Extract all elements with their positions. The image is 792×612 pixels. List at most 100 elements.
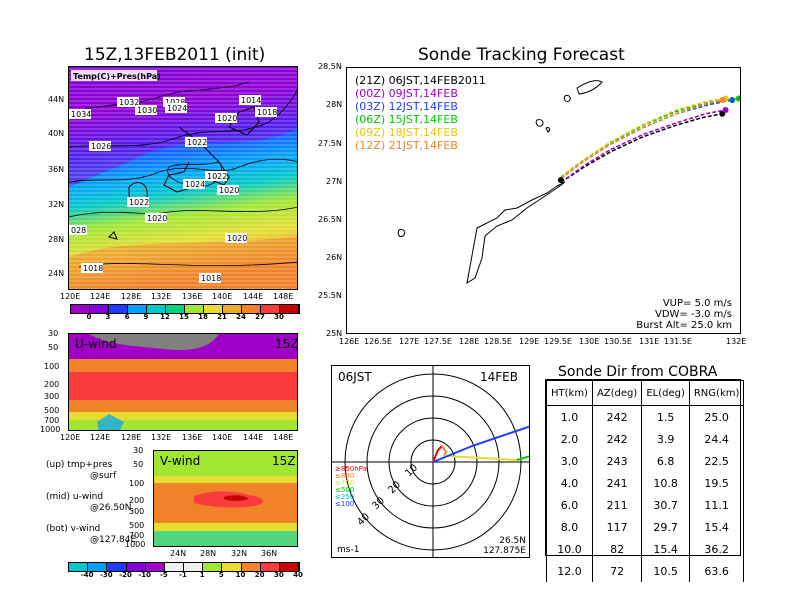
col-header-az: AZ(deg) (591, 380, 643, 406)
lon-tick: 128E (121, 433, 142, 442)
lon-tick: 128.5E (484, 337, 512, 346)
level-legend-entry: ≤250 (335, 493, 355, 501)
track-line (560, 97, 726, 179)
legend-entry: (09Z) 18JST,14FEB (355, 126, 458, 139)
lon-tick: 120E (60, 292, 81, 301)
col-header-el: EL(deg) (641, 380, 690, 406)
note-mid-line2: @26.50N (90, 503, 132, 513)
polar-svg: 10 20 30 40 06JST 14FEB ms-1 26.5N 127.8… (332, 366, 529, 557)
colorbar-swatch (88, 563, 108, 571)
isobar-label: 1024 (167, 104, 187, 113)
lon-tick: 129E (519, 337, 540, 346)
isobar-label: 1030 (137, 106, 157, 115)
lat-tick: 28N (326, 100, 343, 109)
colorbar-swatch (185, 305, 204, 313)
p-tick: 500 (44, 406, 60, 415)
table-cell: 211 (591, 494, 643, 516)
isobar-label: 1020 (219, 186, 239, 195)
table-cell: 10.5 (641, 560, 690, 582)
table-cell: 241 (591, 472, 643, 494)
track-endpoint (735, 95, 740, 102)
lon-tick: 132E (151, 433, 172, 442)
table-cell: 29.7 (641, 516, 690, 538)
vwind-panel: V-wind 15Z (153, 450, 298, 547)
p-tick: 300 (44, 392, 60, 401)
col-header-ht: HT(km) (546, 380, 593, 406)
note-bot-line1: (bot) v-wind (46, 524, 101, 534)
colorbar-swatch (128, 305, 147, 313)
isobar-label: 1022 (129, 198, 149, 207)
colorbar-swatch (260, 563, 280, 571)
table-cell: 11.1 (688, 494, 745, 516)
table-cell: 24.4 (688, 428, 745, 450)
lon-tick: 140E (212, 292, 233, 301)
colorbar-swatch (166, 305, 185, 313)
lat-tick: 27.5N (318, 139, 342, 148)
p-tick: 50 (133, 460, 144, 469)
map-title: 15Z,13FEB2011 (init) (84, 45, 266, 65)
lat-tick: 24N (48, 269, 65, 278)
legend-entry: (03Z) 12JST,14FEB (355, 100, 458, 113)
colorbar-swatch (203, 563, 223, 571)
polar-lat: 26.5N (499, 536, 526, 546)
colorbar-label: 15 (179, 313, 189, 321)
table-row: 8.0 117 29.7 15.4 (546, 516, 745, 538)
p-tick: 1000 (125, 540, 146, 549)
lat-tick: 28N (48, 235, 65, 244)
colorbar-label: 27 (255, 313, 265, 321)
isobar-label: 1028 (165, 98, 185, 107)
launch-point (557, 177, 564, 184)
table-row: 10.0 82 15.4 36.2 (546, 538, 745, 560)
colorbar-swatch (184, 563, 204, 571)
colorbar-label: -5 (159, 571, 168, 579)
colorbar-swatch (242, 305, 261, 313)
lat-tick: 26N (326, 253, 343, 262)
polar-time: 06JST (338, 370, 372, 384)
lon-tick: 131.5E (664, 337, 692, 346)
lon-tick: 130E (579, 337, 600, 346)
table-cell: 3.9 (641, 428, 690, 450)
lat-tick: 44N (48, 95, 65, 104)
table-cell: 117 (591, 516, 643, 538)
wind-colorbar-labels: -40 -30 -20 -10 -5 -1 1 5 10 20 30 40 (68, 571, 303, 581)
colorbar-label: 6 (124, 313, 130, 321)
isobar-label: 1024 (185, 180, 205, 189)
isobar-label: 1020 (217, 114, 237, 123)
level-legend-entry: ≤100 (335, 500, 355, 508)
p-tick: 300 (129, 507, 145, 516)
uwind-panel: U-wind 15Z (68, 333, 298, 431)
lat-tick: 28N (200, 549, 217, 558)
table-cell: 10.0 (546, 538, 593, 560)
table-cell: 25.0 (688, 405, 745, 428)
isobar-label: 1022 (207, 172, 227, 181)
p-tick: 200 (129, 496, 145, 505)
colorbar-label: 20 (254, 571, 265, 579)
uwind-time: 15Z (275, 337, 298, 351)
colorbar-swatch (147, 305, 166, 313)
colorbar-label: 40 (293, 571, 303, 579)
note-up-line1: (up) tmp+pres (46, 460, 113, 470)
table-cell: 6.8 (641, 450, 690, 472)
isobar-label: 1020 (227, 234, 247, 243)
lon-tick: 144E (243, 292, 264, 301)
lon-tick: 126E (339, 337, 360, 346)
table-row: 2.0 242 3.9 24.4 (546, 428, 745, 450)
cobra-table: HT(km) AZ(deg) EL(deg) RNG(km) 1.0 242 1.5… (546, 380, 745, 582)
table-cell: 2.0 (546, 428, 593, 450)
table-row: 4.0 241 10.8 19.5 (546, 472, 745, 494)
legend-entry: (12Z) 21JST,14FEB (355, 139, 458, 152)
colorbar-label: 0 (86, 313, 92, 321)
wind-colorbar (68, 562, 300, 572)
coastlines (397, 80, 603, 285)
colorbar-label: 3 (105, 313, 111, 321)
colorbar-label: -30 (100, 571, 113, 579)
colorbar-swatch (71, 305, 90, 313)
table-cell: 243 (591, 450, 643, 472)
lon-tick: 127.5E (424, 337, 452, 346)
table-row: 6.0 211 30.7 11.1 (546, 494, 745, 516)
lat-tick: 25.5N (318, 291, 342, 300)
param-vup: VUP= 5.0 m/s (662, 298, 732, 309)
lon-tick: 148E (273, 433, 294, 442)
isobar-label: 1014 (241, 96, 261, 105)
colorbar-swatch (241, 563, 261, 571)
